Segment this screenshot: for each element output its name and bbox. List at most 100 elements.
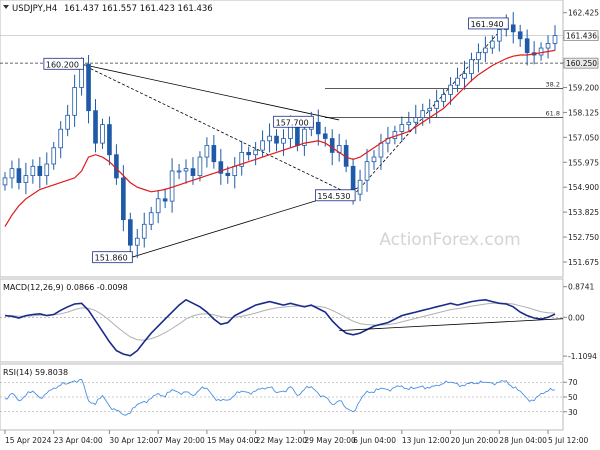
rsi-axis: 70 50 30 bbox=[563, 378, 578, 417]
price-tick-label: 152.750 bbox=[568, 233, 599, 242]
price-axis: 162.425161.350160.275159.200158.125157.0… bbox=[563, 9, 599, 267]
candle-body bbox=[322, 133, 328, 139]
price-tick-label: 154.900 bbox=[568, 183, 599, 192]
candle-body bbox=[483, 47, 488, 54]
candle-body bbox=[190, 168, 196, 177]
price-label-text: 157.700 bbox=[276, 118, 309, 127]
candle-body bbox=[107, 124, 112, 156]
chart-header: USDJPY,H4 161.437 161.557 161.423 161.43… bbox=[3, 4, 213, 14]
price-label-box bbox=[92, 251, 133, 264]
price-candles bbox=[2, 12, 558, 258]
candle-body bbox=[260, 140, 265, 151]
time-tick-label: 15 May 04:00 bbox=[207, 436, 259, 445]
price-panel-frame bbox=[0, 0, 564, 278]
candle-body bbox=[295, 126, 300, 146]
candle-body bbox=[329, 138, 335, 153]
candle-body bbox=[302, 128, 307, 146]
price-labels: 160.200 157.700 154.530 151.860 161.940 bbox=[43, 17, 509, 264]
macd-trendline bbox=[339, 318, 564, 331]
time-tick-label: 30 Apr 12:00 bbox=[109, 436, 158, 445]
time-tick-label: 6 Jun 04:00 bbox=[353, 436, 396, 445]
candle-body bbox=[476, 52, 481, 61]
symbol-label: USDJPY,H4 bbox=[12, 4, 57, 14]
price-label-text: 151.860 bbox=[95, 254, 128, 263]
candle-body bbox=[37, 165, 43, 177]
candle-body bbox=[134, 237, 140, 246]
candle-body bbox=[2, 177, 8, 186]
candle-body bbox=[371, 156, 377, 163]
candle-body bbox=[9, 168, 15, 179]
candle-body bbox=[93, 110, 98, 144]
price-tick-label: 155.975 bbox=[568, 158, 599, 167]
macd-label: MACD(12,26,9) 0.0866 -0.0098 bbox=[3, 283, 128, 292]
candle-body bbox=[225, 172, 231, 177]
candle-body bbox=[448, 84, 453, 95]
price-grid bbox=[0, 35, 563, 64]
rsi-tick-label: 30 bbox=[568, 408, 578, 417]
candle-body bbox=[281, 138, 286, 144]
rsi-grid bbox=[0, 381, 563, 413]
candle-body bbox=[455, 77, 460, 86]
price-tag: 160.250 bbox=[566, 59, 597, 68]
price-tag: 161.436 bbox=[566, 32, 597, 41]
rsi-tick-label: 50 bbox=[568, 393, 578, 402]
candle-body bbox=[58, 128, 64, 149]
candle-body bbox=[378, 142, 384, 158]
dropdown-triangle-icon[interactable] bbox=[3, 5, 9, 9]
candle-body bbox=[490, 40, 495, 49]
candle-body bbox=[100, 124, 105, 144]
macd-axis: 0.8741 0.00 -1.1094 bbox=[563, 283, 597, 361]
candle-body bbox=[51, 147, 57, 165]
candle-body bbox=[148, 212, 154, 225]
candle-body bbox=[288, 126, 293, 139]
macd-tick-label: 0.8741 bbox=[568, 283, 594, 292]
candle-body bbox=[406, 121, 412, 125]
candle-body bbox=[545, 43, 551, 49]
trendline bbox=[81, 63, 340, 121]
candle-body bbox=[441, 94, 446, 102]
trendline bbox=[81, 63, 354, 197]
candle-body bbox=[204, 145, 210, 158]
time-tick-label: 28 Jun 04:00 bbox=[499, 436, 547, 445]
price-tick-label: 157.050 bbox=[568, 133, 599, 142]
candle-body bbox=[253, 149, 258, 156]
candle-body bbox=[510, 24, 516, 33]
time-tick-label: 7 May 20:00 bbox=[158, 436, 205, 445]
candle-body bbox=[246, 152, 251, 156]
price-tick-label: 162.425 bbox=[568, 9, 599, 18]
macd-signal-line bbox=[5, 302, 556, 341]
candle-body bbox=[420, 110, 426, 119]
price-tick-label: 153.825 bbox=[568, 208, 599, 217]
candle-body bbox=[413, 117, 419, 123]
candle-body bbox=[72, 87, 77, 116]
candle-body bbox=[274, 135, 279, 144]
candle-body bbox=[267, 135, 272, 142]
candle-body bbox=[121, 177, 126, 221]
time-tick-label: 22 May 12:00 bbox=[256, 436, 308, 445]
candle-body bbox=[183, 168, 189, 172]
candle-body bbox=[30, 165, 36, 177]
candle-body bbox=[16, 168, 22, 183]
watermark: ActionForex.com bbox=[379, 230, 520, 250]
price-label-text: 161.940 bbox=[471, 20, 504, 29]
price-label-text: 160.200 bbox=[46, 60, 79, 69]
candle-body bbox=[434, 100, 439, 109]
candle-body bbox=[169, 170, 175, 202]
candle-body bbox=[211, 145, 217, 163]
time-axis: 15 Apr 2024 23 Apr 04:00 30 Apr 12:00 7 May… bbox=[4, 430, 588, 445]
candle-body bbox=[552, 35, 558, 44]
moving-average-line bbox=[4, 49, 556, 227]
candle-body bbox=[427, 107, 432, 112]
rsi-line bbox=[4, 378, 556, 416]
price-tick-label: 158.125 bbox=[568, 108, 599, 117]
time-tick-label: 23 Apr 04:00 bbox=[54, 436, 103, 445]
candle-body bbox=[162, 198, 168, 202]
price-label-box bbox=[273, 115, 314, 128]
macd-line bbox=[4, 298, 556, 357]
time-tick-label: 15 Apr 2024 bbox=[5, 436, 52, 445]
candle-body bbox=[469, 59, 474, 74]
candle-body bbox=[517, 31, 523, 40]
rsi-label: RSI(14) 59.8038 bbox=[3, 368, 68, 377]
time-tick-label: 29 May 20:00 bbox=[304, 436, 356, 445]
candle-body bbox=[128, 219, 133, 246]
